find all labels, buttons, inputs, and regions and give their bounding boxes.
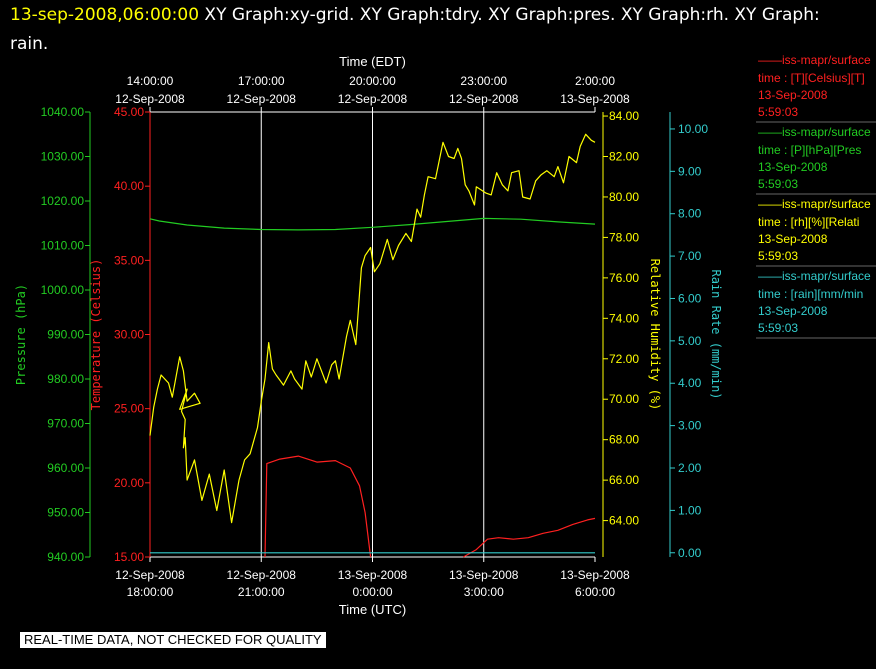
rain-axis-title: Rain Rate (mm/min) — [709, 269, 723, 399]
rain-tick-label: 10.00 — [678, 122, 708, 136]
bottom-tick-date: 12-Sep-2008 — [227, 568, 297, 582]
pressure-series-line — [149, 217, 596, 231]
header-date: 13-sep-2008,06:00:00 — [10, 5, 200, 25]
rh-tick-label: 80.00 — [609, 190, 639, 204]
pressure-tick-label: 980.00 — [47, 372, 84, 386]
rain-tick-label: 5.00 — [678, 334, 702, 348]
pressure-tick-label: 1030.00 — [41, 150, 85, 164]
legend-date: 13-Sep-2008 — [758, 160, 828, 174]
rh-tick-label: 84.00 — [609, 109, 639, 123]
bottom-tick-date: 13-Sep-2008 — [338, 568, 408, 582]
top-tick-time: 23:00:00 — [460, 74, 507, 88]
rh-tick-label: 74.00 — [609, 311, 639, 325]
temperature-tick-label: 45.00 — [114, 105, 144, 119]
bottom-axis-label: Time (UTC) — [339, 602, 406, 617]
legend-date: 13-Sep-2008 — [758, 232, 828, 246]
rh-tick-label: 68.00 — [609, 433, 639, 447]
bottom-tick-time: 0:00:00 — [352, 585, 392, 599]
pressure-tick-label: 1040.00 — [41, 105, 85, 119]
header-graph-titles: XY Graph:xy-grid. XY Graph:tdry. XY Grap… — [10, 5, 820, 54]
top-tick-date: 12-Sep-2008 — [449, 92, 519, 106]
temperature-series-line — [264, 455, 372, 558]
rh-tick-label: 70.00 — [609, 392, 639, 406]
quality-warning: REAL-TIME DATA, NOT CHECKED FOR QUALITY — [20, 632, 326, 648]
rain-tick-label: 7.00 — [678, 249, 702, 263]
rh-tick-label: 82.00 — [609, 150, 639, 164]
rh-tick-label: 64.00 — [609, 514, 639, 528]
legend-date: 13-Sep-2008 — [758, 304, 828, 318]
temperature-axis-title: Temperature (Celsius) — [89, 259, 103, 411]
rain-tick-label: 3.00 — [678, 419, 702, 433]
temperature-series-line — [463, 517, 596, 558]
rh-tick-label: 76.00 — [609, 271, 639, 285]
rain-tick-label: 4.00 — [678, 376, 702, 390]
bottom-tick-time: 6:00:00 — [575, 585, 615, 599]
legend-date: 13-Sep-2008 — [758, 88, 828, 102]
rh-tick-label: 66.00 — [609, 473, 639, 487]
legend-title: ——iss-mapr/surface — [758, 125, 871, 139]
top-tick-date: 13-Sep-2008 — [560, 92, 630, 106]
top-tick-time: 20:00:00 — [349, 74, 396, 88]
temperature-tick-label: 20.00 — [114, 476, 144, 490]
rain-tick-label: 6.00 — [678, 291, 702, 305]
page-header: 13-sep-2008,06:00:00 XY Graph:xy-grid. X… — [10, 1, 860, 59]
legend-desc: time : [rain][mm/min — [758, 287, 863, 301]
bottom-tick-time: 21:00:00 — [238, 585, 285, 599]
bottom-tick-time: 18:00:00 — [127, 585, 174, 599]
legend-desc: time : [rh][%][Relati — [758, 215, 859, 229]
top-tick-date: 12-Sep-2008 — [338, 92, 408, 106]
pressure-tick-label: 960.00 — [47, 461, 84, 475]
legend-time: 5:59:03 — [758, 105, 798, 119]
legend-time: 5:59:03 — [758, 321, 798, 335]
pressure-tick-label: 1000.00 — [41, 283, 85, 297]
top-axis-label: Time (EDT) — [339, 54, 406, 69]
temperature-tick-label: 15.00 — [114, 550, 144, 564]
temperature-tick-label: 25.00 — [114, 402, 144, 416]
top-tick-date: 12-Sep-2008 — [115, 92, 185, 106]
pressure-tick-label: 1010.00 — [41, 239, 85, 253]
top-tick-time: 17:00:00 — [238, 74, 285, 88]
pressure-tick-label: 990.00 — [47, 328, 84, 342]
legend-time: 5:59:03 — [758, 249, 798, 263]
bottom-tick-date: 12-Sep-2008 — [115, 568, 185, 582]
top-tick-time: 14:00:00 — [127, 74, 174, 88]
legend-title: ——iss-mapr/surface — [758, 53, 871, 67]
rh-axis-title: Relative Humidity (%) — [648, 259, 662, 411]
pressure-tick-label: 950.00 — [47, 506, 84, 520]
pressure-tick-label: 940.00 — [47, 550, 84, 564]
rh-series-line — [149, 133, 596, 524]
legend-time: 5:59:03 — [758, 177, 798, 191]
temperature-tick-label: 40.00 — [114, 179, 144, 193]
legend-desc: time : [P][hPa][Pres — [758, 143, 861, 157]
bottom-tick-date: 13-Sep-2008 — [449, 568, 519, 582]
bottom-tick-date: 13-Sep-2008 — [560, 568, 630, 582]
rain-tick-label: 8.00 — [678, 207, 702, 221]
pressure-axis-title: Pressure (hPa) — [14, 284, 28, 385]
rain-tick-label: 2.00 — [678, 461, 702, 475]
temperature-tick-label: 30.00 — [114, 328, 144, 342]
pressure-tick-label: 970.00 — [47, 417, 84, 431]
legend-desc: time : [T][Celsius][T] — [758, 71, 865, 85]
legend-title: ——iss-mapr/surface — [758, 269, 871, 283]
pressure-tick-label: 1020.00 — [41, 194, 85, 208]
rh-tick-label: 72.00 — [609, 352, 639, 366]
rain-tick-label: 1.00 — [678, 503, 702, 517]
rain-tick-label: 0.00 — [678, 546, 702, 560]
bottom-tick-time: 3:00:00 — [464, 585, 504, 599]
rh-tick-label: 78.00 — [609, 230, 639, 244]
top-tick-date: 12-Sep-2008 — [227, 92, 297, 106]
temperature-tick-label: 35.00 — [114, 253, 144, 267]
top-tick-time: 2:00:00 — [575, 74, 615, 88]
rain-tick-label: 9.00 — [678, 164, 702, 178]
legend-title: ——iss-mapr/surface — [758, 197, 871, 211]
